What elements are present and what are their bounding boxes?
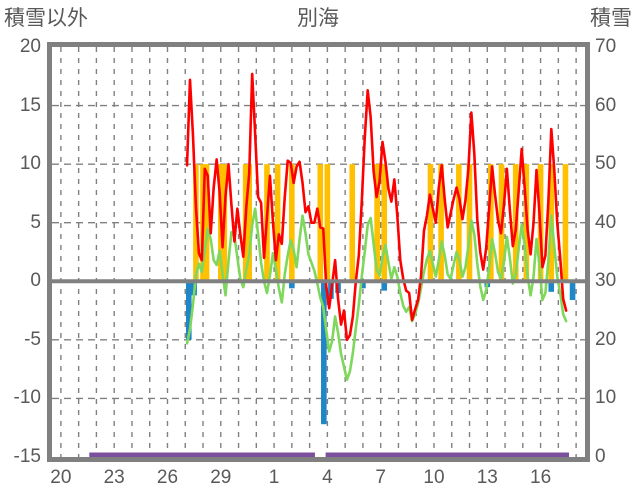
temperature-max-line (185, 72, 568, 342)
snowfall-bar (548, 281, 555, 292)
y-tick-right: 60 (595, 94, 617, 116)
x-tick: 10 (423, 467, 445, 488)
precipitation-bar (381, 164, 388, 282)
right-axis-title: 積雪 (590, 7, 632, 30)
x-tick: 4 (322, 467, 333, 488)
y-tick-left: 0 (30, 270, 41, 292)
y-tick-right: 0 (595, 446, 606, 467)
snowfall-bar (186, 281, 192, 340)
y-tick-left: 20 (19, 36, 41, 57)
snowfall-bar (321, 281, 327, 425)
y-tick-left: -15 (13, 446, 41, 467)
y-tick-left: -10 (13, 387, 41, 409)
y-tick-left: 5 (30, 211, 41, 233)
x-tick: 29 (210, 467, 232, 488)
precipitation-bar (324, 164, 331, 282)
precipitation-bar (488, 164, 494, 282)
precipitation-bar (562, 164, 569, 282)
y-tick-right: 50 (595, 153, 617, 175)
y-tick-right: 40 (595, 211, 617, 233)
snowfall-bar (289, 281, 295, 289)
y-tick-right: 30 (595, 270, 617, 292)
x-tick: 23 (103, 467, 125, 488)
x-tick: 7 (375, 467, 386, 488)
precipitation-bar (427, 164, 434, 282)
precipitation-bar (203, 164, 210, 282)
snowfall-bar (360, 281, 366, 289)
y-tick-right: 20 (595, 328, 617, 350)
page-title: 別海 (297, 7, 339, 30)
y-tick-right: 10 (595, 387, 617, 409)
x-tick: 16 (530, 467, 552, 488)
y-tick-left: -5 (24, 328, 41, 350)
precipitation-bar (289, 164, 295, 282)
precipitation-bar (438, 164, 444, 282)
x-tick: 26 (156, 467, 179, 488)
precipitation-bar (456, 164, 462, 282)
precipitation-bar (246, 164, 253, 282)
x-tick: 1 (268, 467, 280, 488)
temperature-min-line (185, 207, 568, 381)
precipitation-bar (466, 164, 473, 282)
y-tick-right: 70 (595, 36, 617, 57)
x-tick: 13 (476, 467, 498, 488)
plot-inner (52, 47, 585, 457)
snowfall-bar (569, 281, 576, 301)
precipitation-bar (349, 164, 356, 282)
precipitation-bar (274, 164, 281, 282)
x-tick: 20 (50, 467, 72, 488)
left-axis-title: 積雪以外 (4, 7, 88, 30)
chart-canvas (52, 47, 585, 457)
plot-area (47, 42, 590, 462)
snowfall-bar (381, 281, 388, 291)
y-tick-left: 15 (19, 94, 41, 116)
precipitation-bar (374, 164, 380, 282)
y-tick-left: 10 (19, 153, 41, 175)
